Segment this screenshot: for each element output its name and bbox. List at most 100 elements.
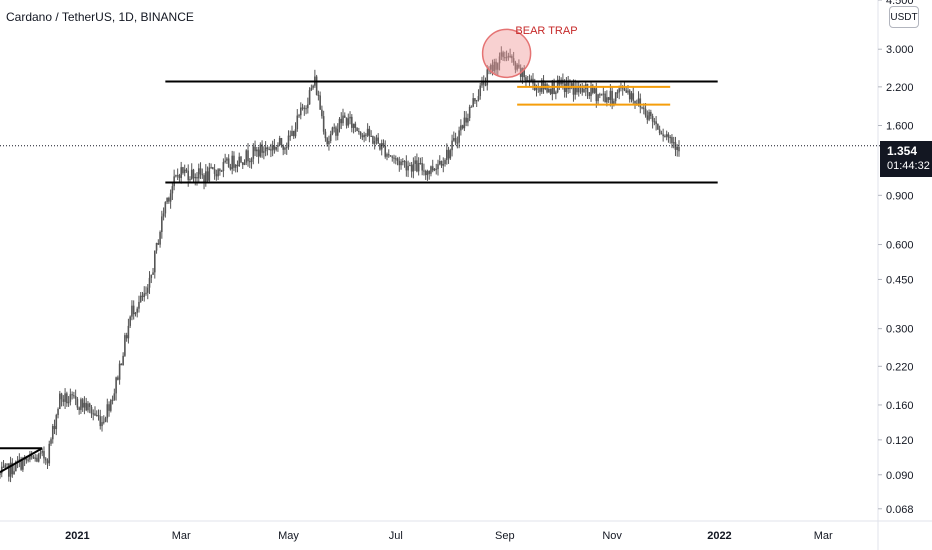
candle-body: [0, 473, 1, 475]
y-tick-label: 0.120: [886, 435, 914, 447]
candle-body: [433, 168, 436, 171]
candle-body: [285, 147, 288, 149]
candle-body: [662, 134, 664, 137]
candle-body: [234, 164, 237, 168]
candle-body: [356, 128, 358, 132]
bear-trap-label: BEAR TRAP: [515, 25, 577, 37]
candle-body: [87, 403, 89, 411]
candle-body: [222, 162, 225, 171]
candle-body: [73, 395, 75, 397]
candle-body: [248, 161, 251, 163]
candle-body: [514, 62, 517, 70]
candle-body: [301, 107, 304, 109]
candle-body: [481, 81, 483, 86]
candle-body: [173, 176, 175, 187]
y-tick-label: 0.160: [886, 400, 914, 412]
candle-body: [99, 416, 102, 427]
candle-body: [387, 154, 390, 156]
candle-body: [81, 399, 84, 408]
candle-body: [182, 167, 184, 174]
candle-body: [368, 128, 371, 137]
candle-body: [403, 161, 406, 163]
candle-body: [238, 156, 241, 167]
x-tick-label: Sep: [495, 530, 515, 542]
candle-body: [665, 134, 668, 137]
candle-body: [660, 133, 663, 135]
candle-body: [591, 85, 594, 93]
candle-body: [382, 143, 385, 146]
x-tick-label: May: [278, 530, 299, 542]
candle-body: [104, 418, 107, 422]
candle-body: [456, 142, 459, 144]
x-tick-label: Nov: [602, 530, 622, 542]
candle-body: [463, 117, 466, 129]
bear-trap-highlight: [481, 28, 532, 79]
candle-body: [639, 98, 642, 108]
candle-body: [437, 164, 439, 170]
candle-body: [32, 456, 35, 459]
candle-body: [491, 64, 494, 72]
candle-body: [254, 146, 256, 152]
candle-body: [347, 118, 350, 126]
candle-body: [13, 471, 15, 475]
candle-body: [574, 86, 577, 95]
candle-body: [205, 171, 207, 182]
candle-body: [484, 84, 487, 86]
candle-body: [219, 169, 221, 171]
candle-body: [604, 93, 606, 103]
candle-body: [175, 175, 177, 177]
candle-body: [194, 177, 197, 179]
candle-body: [185, 169, 188, 171]
candle-body: [307, 104, 309, 109]
candle-body: [317, 94, 320, 96]
candle-body: [613, 101, 615, 106]
candle-body: [257, 149, 260, 157]
candle-body: [169, 193, 172, 202]
candle-body: [667, 134, 670, 138]
candle-body: [168, 197, 170, 202]
candle-body: [53, 425, 56, 430]
candle-body: [431, 166, 434, 171]
candle-body: [117, 377, 119, 380]
candle-body: [15, 461, 17, 472]
candle-body: [451, 140, 453, 151]
candle-body: [398, 160, 401, 166]
candle-body: [653, 121, 656, 123]
candle-body: [212, 167, 214, 170]
candle-body: [637, 98, 640, 104]
candle-body: [146, 287, 149, 293]
candle-body: [379, 143, 381, 150]
candle-body: [88, 403, 91, 407]
candle-body: [486, 69, 489, 86]
candle-body: [27, 459, 29, 461]
candle-body: [76, 398, 79, 408]
candle-body: [493, 61, 496, 72]
candle-body: [442, 164, 445, 166]
candle-body: [644, 108, 647, 116]
candle-body: [365, 134, 367, 136]
candle-body: [336, 128, 339, 136]
candle-body: [632, 93, 635, 101]
candle-body: [124, 335, 126, 356]
candle-body: [106, 404, 109, 419]
candle-body: [335, 127, 337, 136]
candle-body: [512, 58, 515, 63]
currency-badge[interactable]: USDT: [889, 6, 919, 28]
candle-body: [497, 63, 499, 70]
candle-body: [308, 90, 311, 105]
y-tick-label: 0.300: [886, 324, 914, 336]
candle-body: [141, 295, 144, 298]
candle-body: [363, 134, 365, 138]
candle-body: [351, 116, 353, 128]
candle-body: [518, 64, 520, 68]
candle-body: [602, 93, 605, 95]
candle-body: [412, 163, 415, 172]
candle-body: [157, 243, 160, 245]
candle-body: [292, 130, 295, 137]
candle-body: [261, 144, 263, 153]
candle-body: [349, 116, 351, 119]
candle-body: [593, 88, 596, 93]
candle-body: [180, 167, 182, 178]
candle-body: [233, 155, 235, 168]
